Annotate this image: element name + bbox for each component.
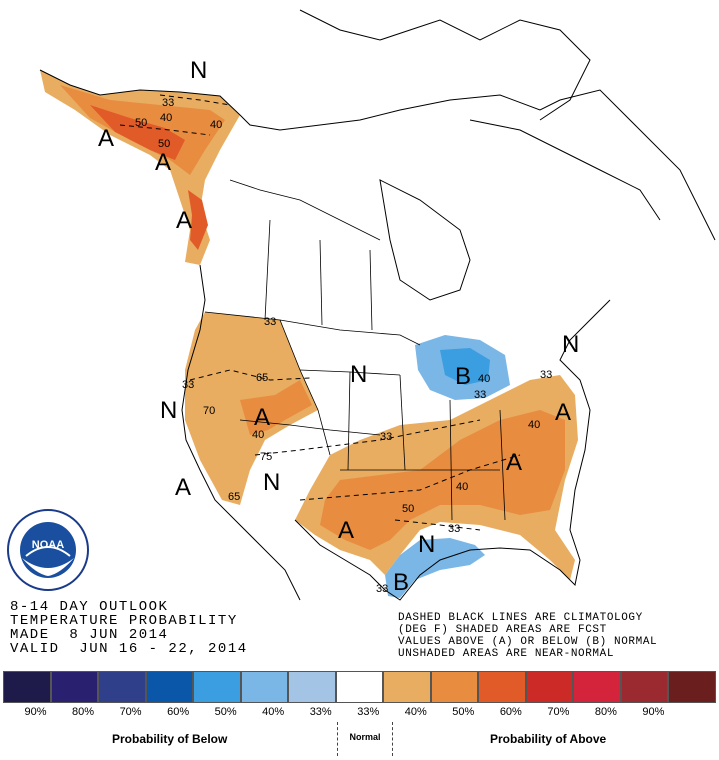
info-line-title: 8-14 DAY OUTLOOK	[10, 599, 169, 615]
normal-label-text: Normal	[349, 732, 381, 742]
legend-swatch	[573, 671, 621, 703]
legend-swatch	[240, 671, 289, 703]
contour-value-labels: 33 40 50 50 33 40 65 70 40 75 65 33 40 3…	[135, 97, 552, 595]
legend-tick-label: 50%	[214, 706, 237, 718]
legend-tick-label: 40%	[404, 706, 427, 718]
letter-a-baja: A	[175, 474, 191, 501]
letter-n-alaska-north: N	[190, 57, 207, 84]
outlook-info-block: 8-14 DAY OUTLOOK TEMPERATURE PROBABILITY M…	[10, 600, 248, 656]
noaa-logo: NOAA	[6, 508, 90, 597]
contour-label: 33	[380, 431, 392, 443]
legend-swatch	[98, 671, 146, 703]
contour-label: 33	[448, 523, 460, 535]
letter-n-northeast: N	[562, 331, 579, 358]
contour-label: 40	[252, 429, 264, 441]
info-line-subtitle: TEMPERATURE PROBABILITY	[10, 613, 238, 629]
legend-swatch	[145, 671, 194, 703]
legend-tick-label: 80%	[72, 706, 95, 718]
legend-swatch	[430, 671, 479, 703]
legend-tick-label: 60%	[167, 706, 190, 718]
contour-label: 33	[182, 379, 194, 391]
legend-color-bar	[3, 671, 716, 703]
legend-tick-label: 90%	[24, 706, 47, 718]
contour-label: 70	[203, 405, 215, 417]
contour-label: 33	[264, 316, 276, 328]
legend-tick-label: 33%	[357, 706, 380, 718]
category-letters: N A A A A N B N A A N A A N B N	[98, 57, 579, 596]
letter-n-southwest: N	[263, 469, 280, 496]
legend-swatch	[383, 671, 431, 703]
contour-label: 40	[160, 112, 172, 124]
letter-b-great-lakes: B	[455, 363, 471, 390]
letter-n-gulf: N	[418, 531, 435, 558]
climatology-contours	[119, 94, 521, 531]
legend-swatch	[668, 671, 716, 703]
legend-above-title: Probability of Above	[490, 732, 607, 746]
legend-tick-label: 60%	[499, 706, 522, 718]
legend-tick-label: 50%	[452, 706, 475, 718]
legend-tick-label	[668, 706, 716, 722]
info-line-valid: VALID JUN 16 - 22, 2014	[10, 641, 248, 657]
contour-label: 40	[456, 481, 468, 493]
contour-label: 75	[260, 451, 272, 463]
contour-label: 33	[376, 583, 388, 595]
legend-swatch	[478, 671, 526, 703]
legend-swatch	[50, 671, 99, 703]
contour-label: 40	[210, 119, 222, 131]
great-lakes-below-50-region	[440, 348, 490, 385]
legend-swatch	[193, 671, 241, 703]
legend-swatch	[525, 671, 574, 703]
legend-tick-label: 80%	[594, 706, 617, 718]
contour-label: 50	[135, 117, 147, 129]
contour-label: 50	[158, 138, 170, 150]
contour-label: 33	[540, 369, 552, 381]
letter-a-panhandle: A	[176, 207, 192, 234]
west-above-50-region	[240, 380, 312, 435]
contour-label: 33	[474, 389, 486, 401]
contour-label: 40	[528, 419, 540, 431]
legend-swatch	[288, 671, 336, 703]
map-canvas: N A A A A N B N A A N A A N B N 33 40 50…	[39, 9, 716, 601]
legend-note-block: DASHED BLACK LINES ARE CLIMATOLOGY (DEG F…	[398, 612, 657, 660]
political-borders	[204, 179, 506, 521]
legend-tick-labels: 90% 80% 70% 60% 50% 40% 33% 33% 40% 50% 60% 70% 80% 9…	[3, 706, 716, 722]
letter-a-southeast: A	[506, 449, 522, 476]
letter-a-great-basin: A	[254, 404, 270, 431]
letter-b-gulf: B	[393, 569, 409, 596]
letter-a-alaska-west: A	[98, 125, 114, 152]
note-line: UNSHADED AREAS ARE NEAR-NORMAL	[398, 648, 615, 660]
contour-label: 65	[228, 491, 240, 503]
legend-tick-label: 70%	[119, 706, 142, 718]
coastlines	[39, 9, 716, 601]
letter-a-midatlantic: A	[555, 399, 571, 426]
letter-a-texas: A	[338, 517, 354, 544]
note-line: DASHED BLACK LINES ARE CLIMATOLOGY	[398, 612, 643, 624]
legend-tick-label: 33%	[309, 706, 332, 718]
letter-n-pacific: N	[160, 397, 177, 424]
legend-tick-label: 90%	[642, 706, 665, 718]
noaa-logo-icon: NOAA	[7, 509, 89, 591]
legend-swatch	[3, 671, 51, 703]
outlook-map: N A A A A N B N A A N A A N B N 33 40 50…	[39, 9, 716, 601]
contour-label: 50	[402, 503, 414, 515]
letter-n-plains: N	[350, 361, 367, 388]
note-line: (DEG F) SHADED AREAS ARE FCST	[398, 624, 607, 636]
contour-label: 40	[478, 373, 490, 385]
legend-tick-label: 40%	[262, 706, 285, 718]
contour-label: 65	[256, 372, 268, 384]
noaa-logo-text: NOAA	[32, 539, 64, 551]
legend-swatch	[335, 671, 384, 703]
legend-normal-label: Normal	[337, 722, 393, 756]
alaska-above-60-region	[90, 105, 208, 250]
contour-label: 33	[162, 97, 174, 109]
letter-a-alaska-south: A	[155, 149, 171, 176]
note-line: VALUES ABOVE (A) OR BELOW (B) NORMAL	[398, 636, 658, 648]
legend-swatch	[620, 671, 669, 703]
southeast-above-50-region	[320, 410, 565, 550]
info-line-made: MADE 8 JUN 2014	[10, 627, 169, 643]
legend-below-title: Probability of Below	[112, 732, 228, 746]
legend-tick-label: 70%	[547, 706, 570, 718]
